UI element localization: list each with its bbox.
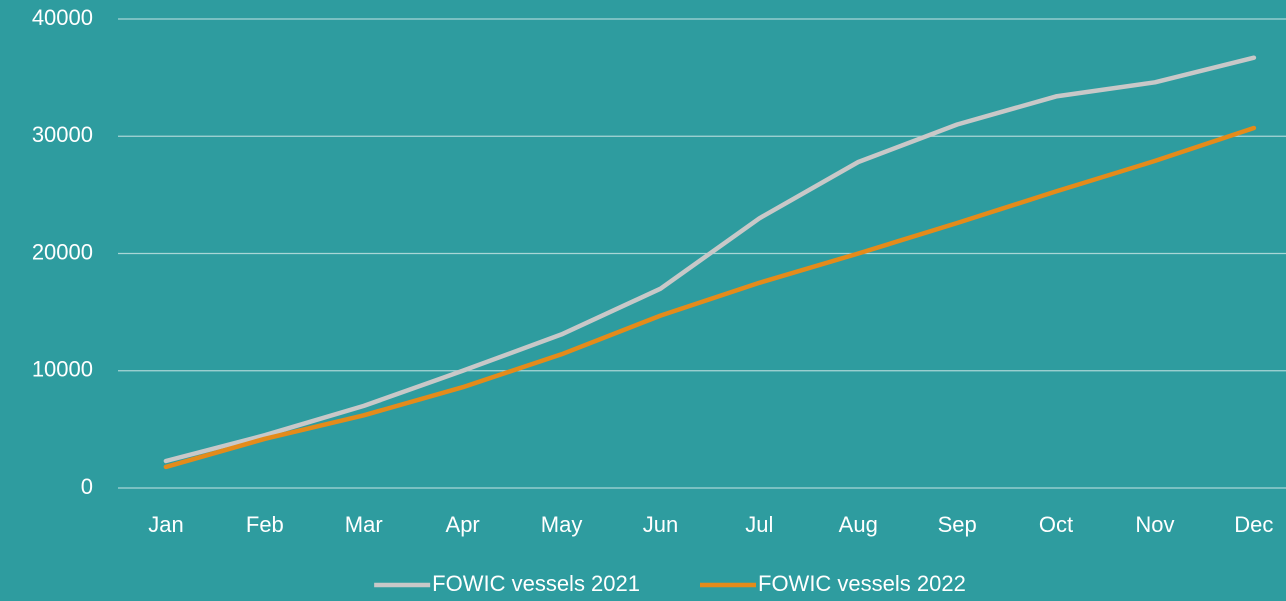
- y-tick-label: 30000: [32, 122, 93, 147]
- x-tick-label: Nov: [1135, 512, 1174, 537]
- x-tick-label: Oct: [1039, 512, 1073, 537]
- series-line: [163, 125, 1257, 470]
- x-tick-label: Sep: [938, 512, 977, 537]
- y-tick-label: 20000: [32, 239, 93, 264]
- x-tick-label: Jul: [745, 512, 773, 537]
- x-tick-label: May: [541, 512, 583, 537]
- legend-item: FOWIC vessels 2022: [700, 571, 966, 596]
- x-tick-label: Apr: [446, 512, 480, 537]
- series-line: [163, 55, 1257, 464]
- legend-label: FOWIC vessels 2021: [432, 571, 640, 596]
- x-tick-label: Dec: [1234, 512, 1273, 537]
- y-tick-label: 10000: [32, 357, 93, 382]
- x-tick-label: Jun: [643, 512, 678, 537]
- legend-label: FOWIC vessels 2022: [758, 571, 966, 596]
- x-tick-label: Jan: [148, 512, 183, 537]
- y-tick-label: 0: [81, 474, 93, 499]
- x-tick-label: Mar: [345, 512, 383, 537]
- x-tick-label: Aug: [839, 512, 878, 537]
- legend-item: FOWIC vessels 2021: [374, 571, 640, 596]
- y-tick-label: 40000: [32, 5, 93, 30]
- x-tick-label: Feb: [246, 512, 284, 537]
